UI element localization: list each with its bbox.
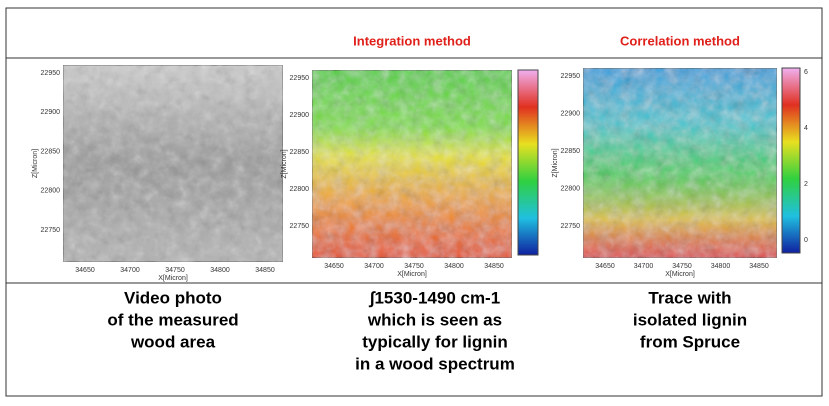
caption: Video photo [124, 288, 222, 307]
x-tick-label: 34700 [120, 267, 140, 274]
y-tick-label: 22750 [290, 223, 310, 230]
x-tick-label: 34800 [210, 267, 230, 274]
x-tick-label: 34650 [75, 267, 95, 274]
y-tick-label: 22800 [561, 185, 581, 192]
wood-photo [62, 64, 284, 263]
y-tick-label: 22900 [41, 109, 61, 116]
panel-title: Correlation method [620, 33, 740, 48]
x-tick-label: 34750 [404, 263, 424, 270]
y-axis-label: Z[Micron] [32, 149, 39, 178]
x-tick-label: 34700 [364, 263, 384, 270]
y-axis-label: Z[Micron] [281, 149, 288, 178]
figure-box [5, 57, 823, 284]
heatmap [311, 69, 513, 259]
caption: typically for lignin [362, 332, 507, 351]
y-tick-label: 22750 [561, 223, 581, 230]
colorbar [517, 69, 539, 256]
colorbar-label: 0 [804, 237, 808, 244]
y-tick-label: 22900 [561, 110, 581, 117]
heatmap [582, 67, 778, 259]
x-tick-label: 34800 [444, 263, 464, 270]
caption: Trace with [648, 288, 731, 307]
x-tick-label: 34750 [165, 267, 185, 274]
y-tick-label: 22850 [290, 149, 310, 156]
x-tick-label: 34750 [672, 263, 692, 270]
x-axis-label: X[Micron] [158, 275, 188, 282]
y-tick-label: 22900 [290, 112, 310, 119]
caption: wood area [130, 332, 216, 351]
y-tick-label: 22950 [290, 75, 310, 82]
caption: of the measured [107, 310, 238, 329]
caption: ∫1530-1490 cm-1 [368, 288, 500, 307]
y-tick-label: 22850 [561, 148, 581, 155]
y-tick-label: 22750 [41, 227, 61, 234]
caption: isolated lignin [633, 310, 747, 329]
y-tick-label: 22800 [41, 188, 61, 195]
colorbar-label: 6 [804, 69, 808, 76]
caption: in a wood spectrum [355, 354, 515, 373]
x-axis-label: X[Micron] [665, 271, 695, 278]
x-tick-label: 34650 [324, 263, 344, 270]
y-axis-label: Z[Micron] [552, 148, 559, 177]
colorbar [781, 67, 801, 254]
colorbar-label: 4 [804, 125, 808, 132]
y-tick-label: 22950 [561, 73, 581, 80]
x-tick-label: 34800 [711, 263, 731, 270]
x-tick-label: 34850 [484, 263, 504, 270]
caption: which is seen as [367, 310, 502, 329]
x-tick-label: 34700 [634, 263, 654, 270]
panel-title: Integration method [353, 33, 471, 48]
y-tick-label: 22850 [41, 148, 61, 155]
y-tick-label: 22950 [41, 70, 61, 77]
x-axis-label: X[Micron] [397, 271, 427, 278]
colorbar-label: 2 [804, 181, 808, 188]
caption: from Spruce [640, 332, 740, 351]
x-tick-label: 34850 [749, 263, 769, 270]
x-tick-label: 34650 [595, 263, 615, 270]
y-tick-label: 22800 [290, 186, 310, 193]
x-tick-label: 34850 [255, 267, 275, 274]
